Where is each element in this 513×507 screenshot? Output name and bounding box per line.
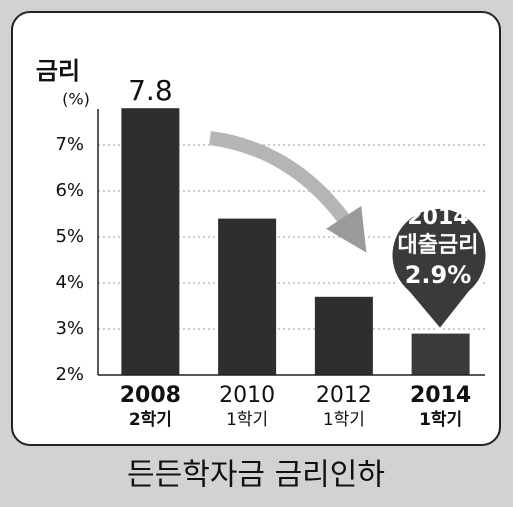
callout-text: 2014	[407, 205, 468, 230]
callout-text: 2.9%	[405, 261, 472, 289]
trend-arrow	[209, 131, 367, 253]
bar	[314, 296, 373, 375]
y-tick-label: 6%	[55, 180, 84, 201]
y-tick-label: 7%	[55, 134, 84, 155]
x-tick-sublabel: 2학기	[129, 410, 172, 430]
bar	[218, 218, 277, 375]
value-label: 7.8	[128, 74, 173, 107]
bar	[121, 108, 180, 375]
x-tick-sublabel: 1학기	[323, 410, 365, 430]
x-tick-label: 2012	[316, 383, 372, 408]
y-unit: (%)	[62, 90, 90, 109]
y-tick-label: 3%	[55, 318, 84, 339]
x-tick-label: 2008	[120, 383, 181, 408]
bar	[411, 333, 470, 375]
caption: 든든학자금 금리인하	[127, 458, 385, 493]
x-tick-sublabel: 1학기	[226, 410, 268, 430]
x-tick-label: 2014	[410, 383, 471, 408]
x-tick-label: 2010	[219, 383, 275, 408]
x-tick-sublabel: 1학기	[419, 410, 462, 430]
callout	[389, 205, 489, 333]
y-tick-label: 2%	[55, 364, 84, 385]
callout-text: 대출금리	[398, 233, 479, 258]
y-label: 금리	[36, 57, 80, 85]
y-tick-label: 4%	[55, 272, 84, 293]
y-tick-label: 5%	[55, 226, 84, 247]
